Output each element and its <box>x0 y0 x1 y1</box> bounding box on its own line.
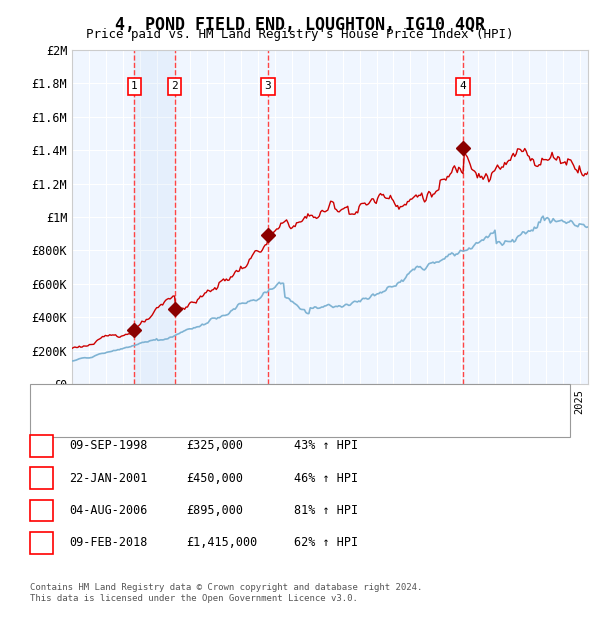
Text: Price paid vs. HM Land Registry's House Price Index (HPI): Price paid vs. HM Land Registry's House … <box>86 28 514 41</box>
Text: 43% ↑ HPI: 43% ↑ HPI <box>294 440 358 452</box>
Text: £450,000: £450,000 <box>186 472 243 484</box>
Text: £1,415,000: £1,415,000 <box>186 536 257 549</box>
Text: 2: 2 <box>171 81 178 91</box>
Text: 81% ↑ HPI: 81% ↑ HPI <box>294 504 358 516</box>
Text: 4: 4 <box>460 81 466 91</box>
Text: 09-SEP-1998: 09-SEP-1998 <box>69 440 148 452</box>
Text: Contains HM Land Registry data © Crown copyright and database right 2024.
This d: Contains HM Land Registry data © Crown c… <box>30 583 422 603</box>
Text: ——: —— <box>48 413 66 428</box>
Text: 1: 1 <box>131 81 138 91</box>
Text: £325,000: £325,000 <box>186 440 243 452</box>
Text: 04-AUG-2006: 04-AUG-2006 <box>69 504 148 516</box>
Text: 4, POND FIELD END, LOUGHTON, IG10 4QR: 4, POND FIELD END, LOUGHTON, IG10 4QR <box>115 16 485 33</box>
Text: 4, POND FIELD END, LOUGHTON, IG10 4QR (detached house): 4, POND FIELD END, LOUGHTON, IG10 4QR (d… <box>87 393 425 403</box>
Text: £895,000: £895,000 <box>186 504 243 516</box>
Text: 22-JAN-2001: 22-JAN-2001 <box>69 472 148 484</box>
Text: 4: 4 <box>38 536 45 549</box>
Text: 3: 3 <box>265 81 271 91</box>
Text: 46% ↑ HPI: 46% ↑ HPI <box>294 472 358 484</box>
Text: 1: 1 <box>38 440 45 452</box>
Text: ——: —— <box>48 391 66 405</box>
Text: 3: 3 <box>38 504 45 516</box>
Bar <box>134 50 175 384</box>
Text: HPI: Average price, detached house, Epping Forest: HPI: Average price, detached house, Eppi… <box>87 415 393 425</box>
Text: 62% ↑ HPI: 62% ↑ HPI <box>294 536 358 549</box>
Text: 09-FEB-2018: 09-FEB-2018 <box>69 536 148 549</box>
Text: 2: 2 <box>38 472 45 484</box>
